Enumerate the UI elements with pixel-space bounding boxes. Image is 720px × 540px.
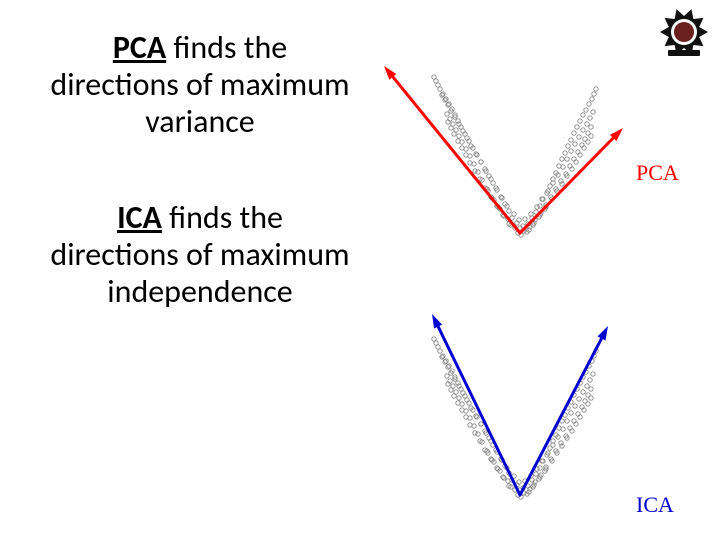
text-column: PCA finds the directions of maximum vari… [50,30,350,371]
pca-rest: finds the directions of maximum variance [50,28,349,141]
pca-axis-label: PCA [636,160,679,186]
ica-rest: finds the directions of maximum independ… [50,198,349,311]
ica-paragraph: ICA finds the directions of maximum inde… [50,200,350,310]
pca-scatter-plot [370,28,630,258]
institution-logo [658,6,710,58]
ica-lead: ICA [117,198,162,237]
ica-scatter-plot [370,290,630,520]
ica-axis-label: ICA [636,492,674,518]
pca-lead: PCA [113,28,166,67]
pca-paragraph: PCA finds the directions of maximum vari… [50,30,350,140]
